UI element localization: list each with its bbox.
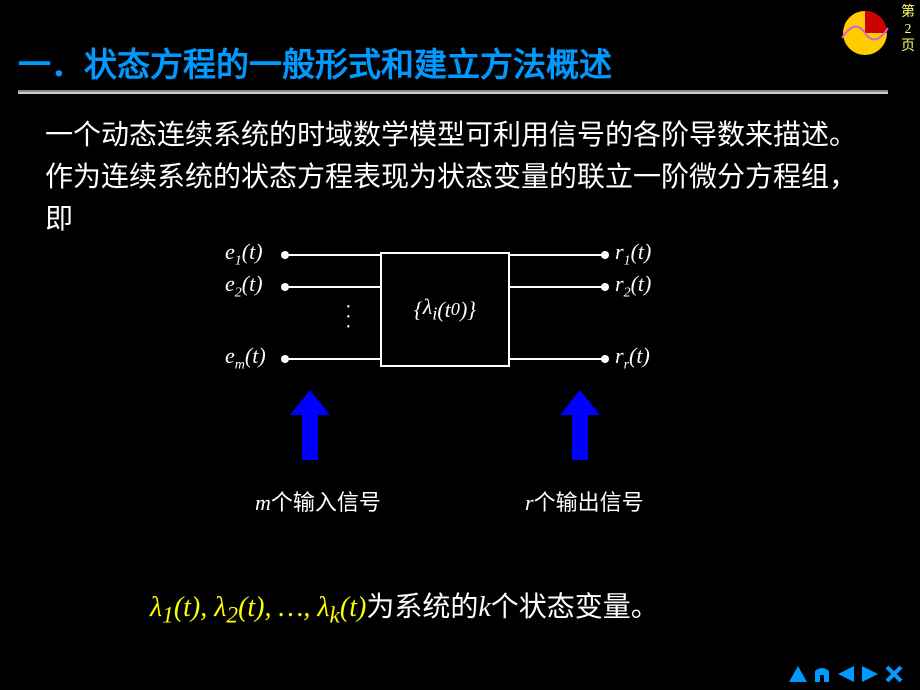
node: [281, 355, 289, 363]
nav-up-icon[interactable]: [787, 663, 809, 685]
signal-label: r2(t): [615, 271, 651, 301]
system-box: {λi(t0)}: [380, 252, 510, 367]
node: [281, 283, 289, 291]
node: [281, 251, 289, 259]
body-paragraph: 一个动态连续系统的时域数学模型可利用信号的各阶导数来描述。作为连续系统的状态方程…: [45, 115, 875, 241]
title-divider: [18, 90, 888, 94]
signal-label: e2(t): [225, 271, 263, 301]
wire: [285, 254, 380, 256]
system-diagram: {λi(t0)} e1(t)e2(t) em(t) r1(t)r2(t) rr(t) ··…: [200, 230, 720, 440]
vdots: ···: [345, 302, 352, 332]
signal-label: e1(t): [225, 239, 263, 269]
nav-close-icon[interactable]: [883, 663, 905, 685]
node: [601, 251, 609, 259]
page-bottom: 页: [901, 39, 915, 56]
wire: [510, 254, 605, 256]
page-indicator: 第 2 页: [901, 5, 915, 55]
nav-prev-icon[interactable]: [835, 663, 857, 685]
wire: [510, 358, 605, 360]
wire: [285, 358, 380, 360]
nav-home-icon[interactable]: [811, 663, 833, 685]
page-top: 第: [901, 5, 915, 22]
arrow-caption: m个输入信号: [255, 485, 381, 517]
up-arrow-icon: [290, 390, 330, 460]
node: [601, 283, 609, 291]
lambda-state-line: λ1(t), λ2(t), …, λk(t)为系统的k个状态变量。: [150, 585, 659, 630]
arrow-caption: r个输出信号: [525, 485, 644, 517]
corner-logo: [840, 8, 890, 58]
signal-label: rr(t): [615, 343, 650, 373]
node: [601, 355, 609, 363]
up-arrow-icon: [560, 390, 600, 460]
signal-label: em(t): [225, 343, 266, 373]
nav-icons: [787, 663, 905, 685]
wire: [285, 286, 380, 288]
signal-label: r1(t): [615, 239, 651, 269]
page-num: 2: [901, 22, 915, 39]
wire: [510, 286, 605, 288]
slide-title: 一．状态方程的一般形式和建立方法概述: [18, 38, 612, 86]
nav-next-icon[interactable]: [859, 663, 881, 685]
